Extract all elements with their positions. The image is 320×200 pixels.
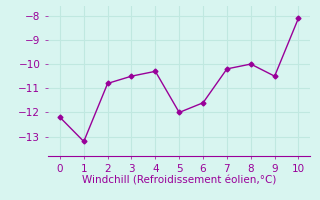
- X-axis label: Windchill (Refroidissement éolien,°C): Windchill (Refroidissement éolien,°C): [82, 175, 276, 185]
